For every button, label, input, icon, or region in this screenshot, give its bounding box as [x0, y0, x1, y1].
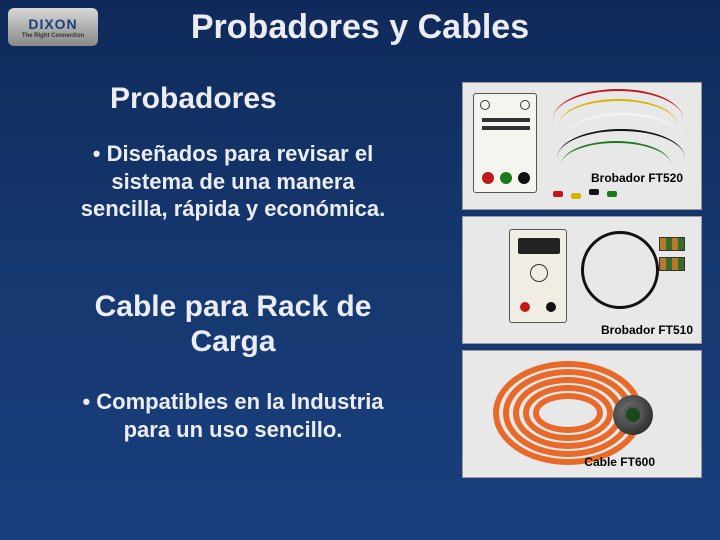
slide-title: Probadores y Cables — [130, 8, 590, 47]
brand-logo: DIXON The Right Connection — [8, 8, 98, 46]
section1-bullet: • Diseñados para revisar el sistema de u… — [68, 140, 398, 223]
figure-caption: Cable FT600 — [584, 455, 655, 469]
section2-heading: Cable para Rack de Carga — [68, 290, 398, 359]
brand-name: DIXON — [28, 16, 77, 32]
figure-ft510: Brobador FT510 — [462, 216, 702, 344]
figure-ft520: Brobador FT520 — [462, 82, 702, 210]
figure-ft600: Cable FT600 — [462, 350, 702, 478]
section1-heading: Probadores — [110, 82, 277, 116]
figure-column: Brobador FT520 Brobador FT510 Cable FT60… — [462, 82, 702, 478]
figure-caption: Brobador FT520 — [591, 171, 683, 185]
brand-tagline: The Right Connection — [22, 33, 84, 39]
figure-caption: Brobador FT510 — [601, 323, 693, 337]
section2-bullet: • Compatibles en la Industria para un us… — [68, 388, 398, 443]
